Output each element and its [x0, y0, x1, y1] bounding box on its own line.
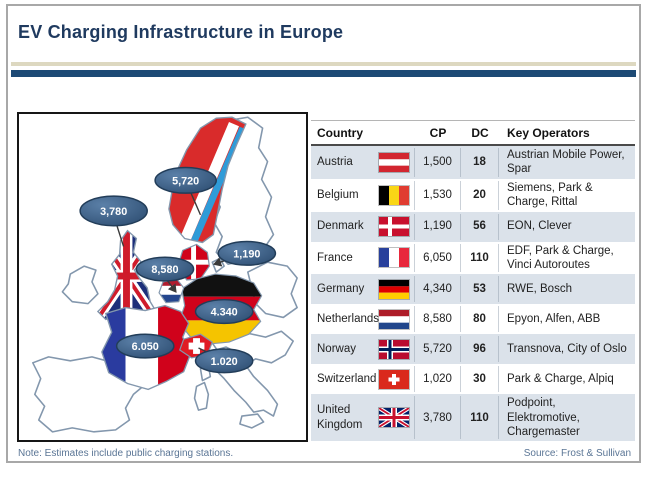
switzerland-flag-icon [378, 369, 409, 389]
austria-flag-icon [378, 152, 409, 172]
note-text: Note: Estimates include public charging … [18, 448, 234, 459]
bubble-value-label: 1,190 [233, 248, 260, 260]
cell-dc: 53 [461, 276, 499, 303]
table-row: Austria 1,500 18 Austrian Mobile Power, … [311, 146, 635, 179]
cell-country: Netherlands [317, 313, 380, 326]
footer: Note: Estimates include public charging … [18, 448, 631, 459]
cell-flag [373, 336, 415, 363]
cell-cp: 8,580 [415, 306, 461, 333]
denmark-flag-icon [378, 217, 409, 236]
cell-operators: EON, Clever [507, 220, 572, 233]
header-key-operators: Key Operators [507, 125, 590, 140]
norway-flag-icon [378, 339, 409, 359]
bubble-value-label: 8,580 [151, 264, 178, 276]
sicily-outline [239, 413, 265, 429]
table-body: Austria 1,500 18 Austrian Mobile Power, … [311, 146, 635, 442]
bubble-layer: 3,780 5,720 1,190 8,580 4.340 6.050 1.020 [79, 166, 277, 374]
europe-map-panel: 3,780 5,720 1,190 8,580 4.340 6.050 1.020 [17, 112, 308, 442]
table-row: Switzerland 1,020 30 Park & Charge, Alpi… [311, 364, 635, 394]
table-row: Germany 4,340 53 RWE, Bosch [311, 274, 635, 305]
cell-operators: Transnova, City of Oslo [507, 343, 627, 356]
cell-operators: Podpoint, Elektromotive, Chargemaster [507, 397, 580, 438]
bubble-value-label: 3,780 [100, 206, 127, 218]
cell-cp: 1,190 [415, 213, 461, 240]
europe-map: 3,780 5,720 1,190 8,580 4.340 6.050 1.020 [32, 116, 298, 433]
cell-flag [373, 180, 415, 210]
source-text: Source: Frost & Sullivan [523, 448, 631, 459]
page-title: EV Charging Infrastructure in Europe [18, 22, 344, 42]
map-value-bubble: 8,580 [135, 256, 195, 282]
sardinia-outline [193, 381, 210, 411]
cell-dc: 20 [461, 180, 499, 210]
bubble-value-label: 5,720 [172, 175, 199, 187]
cell-operators: Park & Charge, Alpiq [507, 373, 614, 386]
header-cp: CP [429, 125, 447, 140]
table-header: Country CP DC Key Operators [311, 120, 635, 146]
cell-country: United Kingdom [317, 404, 363, 431]
bubble-value-label: 4.340 [211, 306, 238, 318]
cell-dc: 96 [461, 336, 499, 363]
netherlands-flag-icon [378, 309, 409, 329]
cell-operators: Epyon, Alfen, ABB [507, 313, 601, 326]
bubble-value-label: 6.050 [132, 341, 159, 353]
cell-country: Belgium [317, 188, 359, 201]
cell-operators: EDF, Park & Charge, Vinci Autoroutes [507, 244, 614, 271]
cell-country: Denmark [317, 220, 364, 233]
table-row: Netherlands 8,580 80 Epyon, Alfen, ABB [311, 304, 635, 334]
cell-cp: 1,500 [415, 148, 461, 177]
map-value-bubble: 1.020 [194, 348, 254, 374]
table-row: Denmark 1,190 56 EON, Clever [311, 211, 635, 242]
belgium-flag-icon [378, 185, 409, 205]
cell-operators: Siemens, Park & Charge, Rittal [507, 181, 593, 209]
map-value-bubble: 1,190 [217, 240, 277, 266]
header-country: Country [317, 125, 363, 140]
cell-country: Norway [317, 343, 356, 356]
cell-dc: 110 [461, 396, 499, 440]
charging-table: Country CP DC Key Operators Austria 1,50… [311, 120, 635, 442]
map-value-bubble: 6.050 [115, 333, 175, 359]
cell-cp: 1,530 [415, 180, 461, 210]
cell-country: Austria [317, 156, 353, 169]
cell-dc: 30 [461, 366, 499, 393]
navy-rule [11, 70, 636, 77]
germany-flag-icon [378, 279, 409, 299]
cell-cp: 1,020 [415, 366, 461, 393]
ireland-outline [61, 265, 99, 305]
map-value-bubble: 5,720 [154, 166, 217, 194]
cell-dc: 18 [461, 148, 499, 177]
cell-flag [373, 243, 415, 273]
cell-country: Switzerland [317, 373, 377, 386]
table-row: Norway 5,720 96 Transnova, City of Oslo [311, 334, 635, 365]
cell-flag [373, 306, 415, 333]
france-flag-icon [378, 248, 409, 268]
poland-outline [247, 261, 298, 319]
cell-flag [373, 213, 415, 240]
cell-flag [373, 276, 415, 303]
table-row: United Kingdom 3,780 110 Podpoint, Elekt… [311, 394, 635, 442]
cell-dc: 56 [461, 213, 499, 240]
map-value-bubble: 3,780 [79, 195, 148, 227]
cell-flag [373, 396, 415, 440]
cell-flag [373, 366, 415, 393]
table-row: Belgium 1,530 20 Siemens, Park & Charge,… [311, 179, 635, 212]
cell-dc: 80 [461, 306, 499, 333]
cell-cp: 4,340 [415, 276, 461, 303]
cell-country: Germany [317, 283, 365, 296]
cell-cp: 3,780 [415, 396, 461, 440]
cell-operators: Austrian Mobile Power, Spar [507, 149, 625, 176]
beige-rule [11, 62, 636, 66]
uk-flag-icon [377, 406, 410, 430]
cell-operators: RWE, Bosch [507, 283, 572, 296]
header-dc: DC [471, 125, 489, 140]
table-row: France 6,050 110 EDF, Park & Charge, Vin… [311, 242, 635, 275]
cell-dc: 110 [461, 243, 499, 273]
cell-country: France [317, 251, 353, 264]
cell-flag [373, 148, 415, 177]
cell-cp: 5,720 [415, 336, 461, 363]
cell-cp: 6,050 [415, 243, 461, 273]
slide: EV Charging Infrastructure in Europe [6, 4, 641, 463]
bubble-value-label: 1.020 [211, 356, 238, 368]
map-value-bubble: 4.340 [194, 298, 254, 325]
